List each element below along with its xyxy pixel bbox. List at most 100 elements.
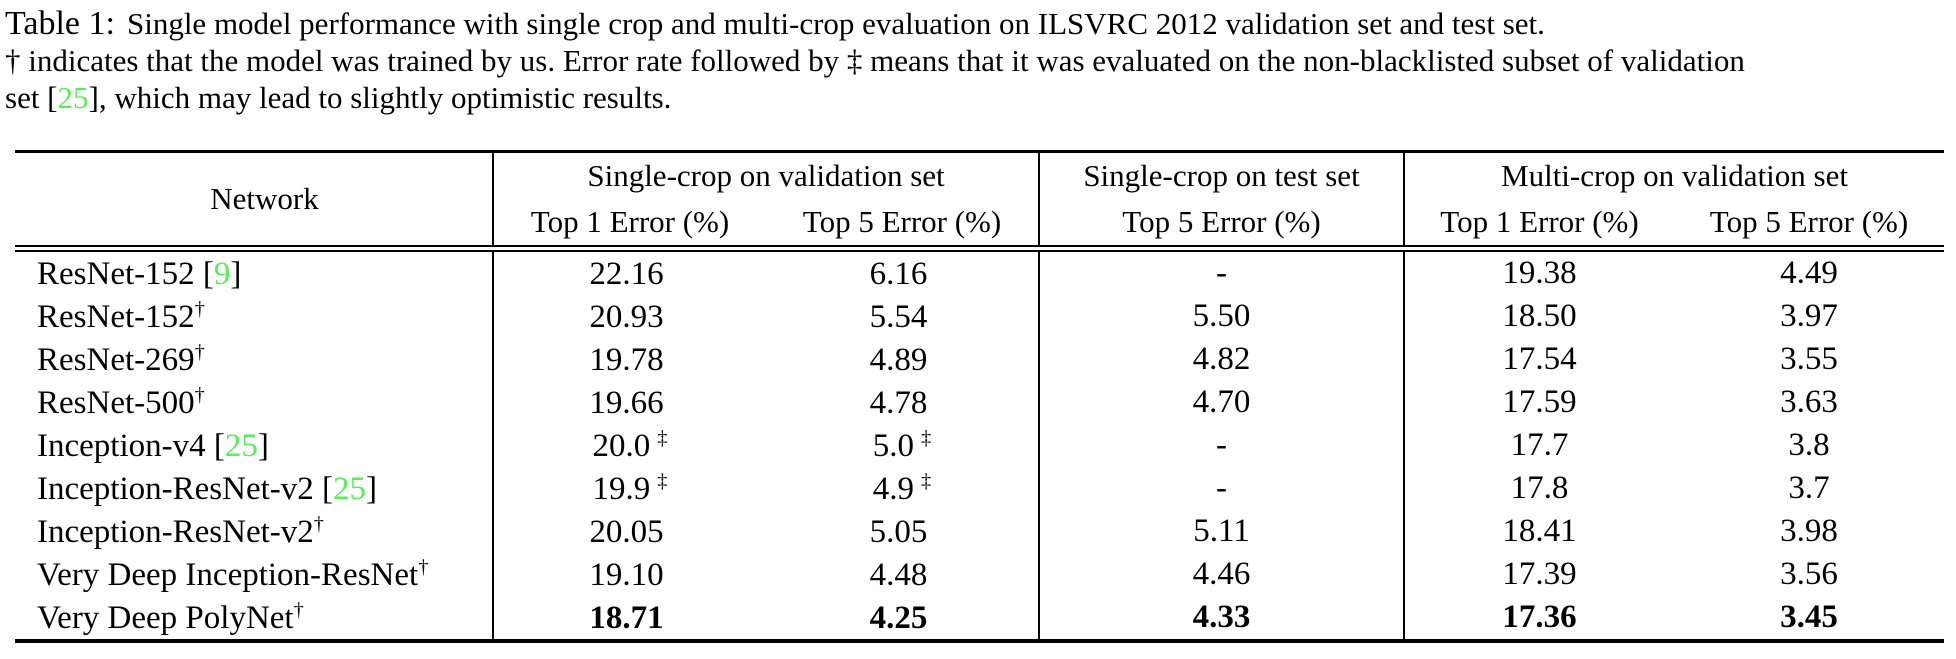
network-name: Very Deep PolyNet	[37, 599, 294, 636]
cell-network: ResNet-152 [9]	[15, 249, 493, 296]
cell-network: ResNet-152†	[15, 295, 493, 338]
network-name: ResNet-152	[37, 298, 195, 335]
cell-top5-multicrop: 3.8	[1674, 424, 1944, 467]
value-text: 5.0	[872, 427, 915, 464]
citation-bracket-open: [	[194, 255, 214, 292]
caption-text-1: Single model performance with single cro…	[126, 6, 1545, 41]
citation-link[interactable]: 9	[213, 255, 231, 292]
network-name: Very Deep Inception-ResNet	[37, 556, 419, 593]
col-header-top1-multicrop: Top 1 Error (%)	[1403, 199, 1674, 252]
col-header-top1-validation: Top 1 Error (%)	[492, 199, 766, 252]
cell-network: Inception-ResNet-v2 [25]	[15, 467, 493, 510]
value-text: 4.89	[869, 341, 928, 378]
value-text: 4.25	[869, 599, 928, 636]
cell-top1-validation: 18.71	[492, 596, 766, 641]
citation-bracket-close: ]	[366, 470, 377, 507]
cell-top5-validation: 6.16	[766, 249, 1039, 296]
cell-top5-validation: 5.54	[766, 295, 1039, 338]
value-text: 4.33	[1192, 599, 1251, 635]
col-header-top5-test: Top 5 Error (%)	[1038, 199, 1404, 252]
cell-top1-multicrop: 18.41	[1403, 510, 1674, 553]
dagger-mark: †	[293, 598, 304, 621]
cell-top5-test: -	[1038, 424, 1404, 467]
cell-network: Very Deep PolyNet†	[15, 596, 493, 641]
value-text: 19.9	[592, 470, 651, 507]
citation-link[interactable]: 25	[57, 80, 89, 115]
footnote-mark: ‡	[921, 469, 932, 492]
citation-link[interactable]: 25	[333, 470, 366, 507]
value-text: 4.82	[1192, 341, 1251, 377]
table-row-resnet269: ResNet-269† 19.78 4.89 4.82 17.54 3.55	[15, 338, 1944, 381]
footnote-mark: ‡	[657, 426, 668, 449]
value-text: 18.41	[1502, 513, 1577, 549]
citation-link[interactable]: 25	[224, 427, 258, 464]
value-text: 3.56	[1780, 556, 1838, 592]
network-name: ResNet-500	[37, 384, 195, 421]
table-row-resnet500: ResNet-500† 19.66 4.78 4.70 17.59 3.63	[15, 381, 1944, 424]
citation-bracket-close: ]	[257, 427, 269, 464]
cell-network: ResNet-269†	[15, 338, 493, 381]
value-text: 20.0	[592, 427, 651, 464]
col-header-network: Network	[15, 151, 493, 252]
value-text: -	[1216, 255, 1227, 291]
cell-top5-test: 4.33	[1038, 596, 1404, 641]
cell-top5-test: -	[1038, 248, 1404, 295]
table-header: Network Single-crop on validation set Si…	[15, 151, 1944, 252]
cell-network: Inception-ResNet-v2†	[15, 510, 493, 553]
results-table: Network Single-crop on validation set Si…	[15, 150, 1944, 643]
footnote-mark: ‡	[921, 426, 932, 449]
col-group-single-crop-test: Single-crop on test set	[1038, 151, 1404, 199]
value-text: 3.7	[1788, 470, 1830, 506]
cell-top1-validation: 19.66	[492, 381, 766, 424]
value-text: 18.71	[589, 599, 664, 636]
cell-top1-multicrop: 19.38	[1403, 248, 1674, 295]
value-text: 17.39	[1502, 556, 1577, 592]
value-text: 3.97	[1780, 298, 1838, 334]
cell-network: ResNet-500†	[15, 381, 493, 424]
value-text: 4.48	[869, 556, 928, 593]
cell-top5-multicrop: 3.98	[1674, 510, 1944, 553]
cell-network: Very Deep Inception-ResNet†	[15, 553, 493, 596]
caption-text-4: ], which may lead to slightly optimistic…	[88, 80, 672, 115]
network-name: Inception-ResNet-v2	[37, 513, 314, 550]
value-text: 6.16	[869, 255, 928, 292]
value-text: 19.10	[589, 556, 664, 593]
cell-top1-validation: 19.10	[492, 553, 766, 596]
dagger-mark: †	[418, 555, 429, 578]
cell-top5-test: 5.11	[1038, 510, 1404, 553]
value-text: -	[1216, 470, 1227, 506]
value-text: 5.05	[869, 513, 928, 550]
value-text: 4.49	[1780, 255, 1838, 291]
cell-top1-validation: 20.05	[492, 510, 766, 553]
footnote-mark: ‡	[657, 469, 668, 492]
col-group-multi-crop-validation: Multi-crop on validation set	[1403, 151, 1944, 199]
caption-label: Table 1:	[5, 5, 115, 42]
dagger-mark: †	[194, 383, 205, 406]
cell-top5-validation: 4.25	[766, 596, 1039, 641]
cell-top5-multicrop: 3.56	[1674, 553, 1944, 596]
table-row-inception-resnet-v2-ours: Inception-ResNet-v2† 20.05 5.05 5.11 18.…	[15, 510, 1944, 553]
cell-top1-validation: 19.78	[492, 338, 766, 381]
cell-top5-multicrop: 3.7	[1674, 467, 1944, 510]
table-row-very-deep-polynet: Very Deep PolyNet† 18.71 4.25 4.33 17.36…	[15, 596, 1944, 641]
caption-line-2: † indicates that the model was trained b…	[5, 42, 1956, 79]
value-text: -	[1216, 427, 1227, 463]
value-text: 3.98	[1780, 513, 1838, 549]
table-row-inception-v4: Inception-v4 [25] 20.0 ‡ 5.0 ‡ - 17.7 3.8	[15, 424, 1944, 467]
cell-top1-multicrop: 17.7	[1403, 424, 1674, 467]
value-text: 5.11	[1193, 513, 1250, 549]
cell-top5-test: -	[1038, 467, 1404, 510]
value-text: 17.7	[1510, 427, 1569, 463]
value-text: 18.50	[1502, 298, 1577, 334]
col-header-top5-validation: Top 5 Error (%)	[766, 199, 1039, 252]
cell-top1-multicrop: 17.59	[1403, 381, 1674, 424]
cell-top5-validation: 4.89	[766, 338, 1039, 381]
value-text: 17.36	[1502, 599, 1577, 635]
value-text: 19.78	[589, 341, 664, 378]
cell-top1-validation: 22.16	[492, 248, 766, 295]
citation-bracket-close: ]	[230, 255, 242, 292]
cell-top5-validation: 5.05	[766, 510, 1039, 553]
table-row-resnet152-ours: ResNet-152† 20.93 5.54 5.50 18.50 3.97	[15, 295, 1944, 338]
value-text: 3.45	[1780, 599, 1838, 635]
cell-top1-multicrop: 17.54	[1403, 338, 1674, 381]
